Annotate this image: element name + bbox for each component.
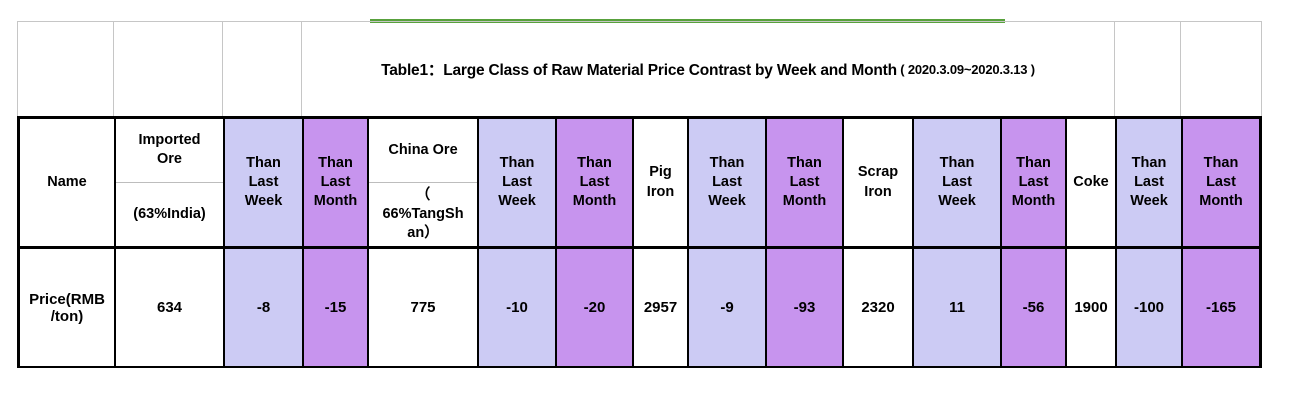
table-title-date-range: ( 2020.3.09~2020.3.13 ) xyxy=(896,61,1035,77)
header-cell-than-last-month-1: Than Last Month xyxy=(304,119,369,246)
header-cell-than-last-week-1: Than Last Week xyxy=(225,119,304,246)
value-china-ore-price: 775 xyxy=(369,249,479,366)
header-cell-china-ore-main: China Ore xyxy=(369,119,477,183)
header-cell-imported-ore-main: Imported Ore xyxy=(116,119,223,183)
header-cell-coke: Coke xyxy=(1067,119,1117,246)
value-imported-ore-month-change: -15 xyxy=(304,249,369,366)
value-pig-iron-price: 2957 xyxy=(634,249,689,366)
title-row-empty-cell xyxy=(223,22,302,116)
title-row-empty-cell xyxy=(114,22,223,116)
header-cell-than-last-month-4: Than Last Month xyxy=(1002,119,1067,246)
header-cell-than-last-week-4: Than Last Week xyxy=(914,119,1002,246)
value-imported-ore-price: 634 xyxy=(116,249,225,366)
header-cell-than-last-week-5: Than Last Week xyxy=(1117,119,1183,246)
table-title: Table1：Large Class of Raw Material Price… xyxy=(302,22,1115,116)
header-cell-than-last-week-3: Than Last Week xyxy=(689,119,767,246)
table-price-row: Price(RMB /ton) 634 -8 -15 775 -10 -20 2… xyxy=(17,249,1262,368)
header-cell-than-last-month-3: Than Last Month xyxy=(767,119,844,246)
value-scrap-iron-month-change: -56 xyxy=(1002,249,1067,366)
table-header-row: Name Imported Ore (63%India) Than Last W… xyxy=(17,116,1262,249)
title-row-empty-cell xyxy=(18,22,114,116)
value-coke-week-change: -100 xyxy=(1117,249,1183,366)
row-header-price-rmb-ton: Price(RMB /ton) xyxy=(20,249,116,366)
table-title-row: Table1：Large Class of Raw Material Price… xyxy=(17,21,1262,116)
header-cell-than-last-month-5: Than Last Month xyxy=(1183,119,1259,246)
value-coke-month-change: -165 xyxy=(1183,249,1259,366)
table-title-text: Table1：Large Class of Raw Material Price… xyxy=(381,62,897,79)
header-cell-imported-ore-sub: (63%India) xyxy=(133,205,206,222)
value-china-ore-month-change: -20 xyxy=(557,249,634,366)
header-cell-pig-iron: Pig Iron xyxy=(634,119,689,246)
value-pig-iron-month-change: -93 xyxy=(767,249,844,366)
header-cell-than-last-week-2: Than Last Week xyxy=(479,119,557,246)
header-cell-than-last-month-2: Than Last Month xyxy=(557,119,634,246)
header-cell-imported-ore: Imported Ore (63%India) xyxy=(116,119,225,246)
value-scrap-iron-week-change: 11 xyxy=(914,249,1002,366)
raw-material-price-table: Table1：Large Class of Raw Material Price… xyxy=(17,21,1262,368)
header-cell-china-ore-sub: （ 66%TangSh an） xyxy=(382,186,464,241)
value-pig-iron-week-change: -9 xyxy=(689,249,767,366)
title-row-empty-cell xyxy=(1115,22,1181,116)
value-scrap-iron-price: 2320 xyxy=(844,249,914,366)
header-cell-scrap-iron: Scrap Iron xyxy=(844,119,914,246)
value-coke-price: 1900 xyxy=(1067,249,1117,366)
value-china-ore-week-change: -10 xyxy=(479,249,557,366)
header-cell-name: Name xyxy=(20,119,116,246)
header-cell-china-ore: China Ore （ 66%TangSh an） xyxy=(369,119,479,246)
title-row-empty-cell xyxy=(1181,22,1257,116)
value-imported-ore-week-change: -8 xyxy=(225,249,304,366)
